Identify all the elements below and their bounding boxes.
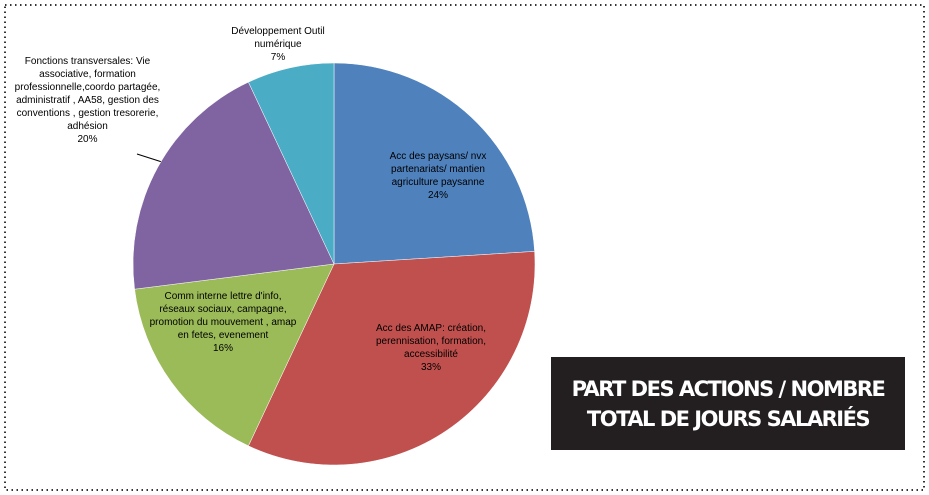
value-label: 16% [212,343,233,354]
pie-slice [333,62,535,265]
slice-label: Acc des paysans/ nvx partenariats/ manti… [368,150,508,202]
pie-slice [248,62,335,265]
slice-label: Acc des AMAP: création, perennisation, f… [356,322,506,374]
category-label: Fonctions transversales: Vie associative… [14,56,161,132]
pie-slice [134,263,335,447]
value-label: 24% [427,190,448,201]
pie-slice [132,81,335,290]
category-label: Comm interne lettre d'info, réseaux soci… [149,291,297,341]
value-label: 20% [77,134,98,145]
category-label: Acc des paysans/ nvx partenariats/ manti… [389,151,487,188]
leader-line [136,153,163,163]
value-label: 33% [420,362,441,373]
value-label: 7% [270,52,286,63]
slice-label: Fonctions transversales: Vie associative… [10,55,165,146]
category-label: Acc des AMAP: création, perennisation, f… [375,323,487,360]
pie-slice [248,251,536,466]
slice-label: Développement Outil numérique 7% [218,25,338,64]
category-label: Développement Outil numérique [231,26,325,50]
chart-title: PART DES ACTIONS / NOMBRE TOTAL DE JOURS… [551,357,905,450]
dotted-border [4,4,925,491]
slice-label: Comm interne lettre d'info, réseaux soci… [148,290,298,355]
